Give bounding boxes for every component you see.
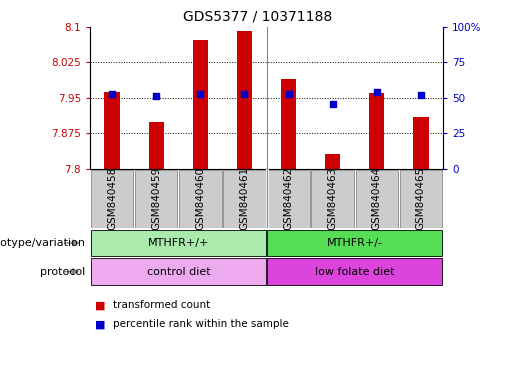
Text: percentile rank within the sample: percentile rank within the sample bbox=[113, 319, 289, 329]
Bar bbox=[400, 170, 442, 228]
Bar bbox=[312, 170, 354, 228]
Bar bbox=[179, 170, 221, 228]
Bar bbox=[148, 122, 164, 169]
Point bbox=[284, 91, 293, 97]
Bar bbox=[355, 170, 398, 228]
Bar bbox=[135, 170, 178, 228]
Bar bbox=[267, 230, 442, 256]
Text: MTHFR+/-: MTHFR+/- bbox=[327, 238, 383, 248]
Text: ■: ■ bbox=[95, 300, 106, 310]
Bar bbox=[281, 79, 296, 169]
Point bbox=[152, 93, 160, 99]
Point bbox=[417, 92, 425, 98]
Text: GSM840462: GSM840462 bbox=[284, 167, 294, 230]
Bar bbox=[91, 170, 133, 228]
Bar bbox=[91, 258, 266, 285]
Text: low folate diet: low folate diet bbox=[315, 266, 394, 277]
Text: genotype/variation: genotype/variation bbox=[0, 238, 85, 248]
Point bbox=[196, 91, 204, 97]
Point bbox=[373, 89, 381, 95]
Bar bbox=[91, 230, 266, 256]
Text: MTHFR+/+: MTHFR+/+ bbox=[148, 238, 209, 248]
Bar bbox=[369, 93, 385, 169]
Bar bbox=[224, 170, 266, 228]
Bar bbox=[267, 170, 310, 228]
Text: GSM840459: GSM840459 bbox=[151, 167, 161, 230]
Bar bbox=[267, 258, 442, 285]
Text: ■: ■ bbox=[95, 319, 106, 329]
Bar bbox=[413, 117, 428, 169]
Bar bbox=[325, 154, 340, 169]
Text: control diet: control diet bbox=[146, 266, 210, 277]
Text: GSM840463: GSM840463 bbox=[328, 167, 338, 230]
Bar bbox=[193, 40, 208, 169]
Point bbox=[241, 91, 249, 97]
Text: GSM840460: GSM840460 bbox=[195, 167, 205, 230]
Text: GDS5377 / 10371188: GDS5377 / 10371188 bbox=[183, 10, 332, 23]
Text: GSM840461: GSM840461 bbox=[239, 167, 249, 230]
Point bbox=[329, 101, 337, 107]
Text: transformed count: transformed count bbox=[113, 300, 211, 310]
Text: GSM840464: GSM840464 bbox=[372, 167, 382, 230]
Text: GSM840458: GSM840458 bbox=[107, 167, 117, 230]
Bar bbox=[237, 31, 252, 169]
Bar bbox=[105, 92, 120, 169]
Text: GSM840465: GSM840465 bbox=[416, 167, 426, 230]
Text: protocol: protocol bbox=[40, 266, 85, 277]
Point bbox=[108, 91, 116, 97]
